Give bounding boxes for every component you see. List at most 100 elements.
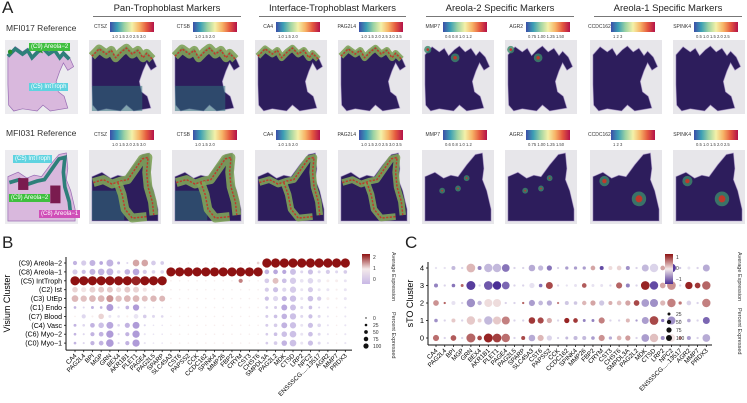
dot-mmp26-r7 (222, 324, 225, 327)
dot-pag2l2-r3 (272, 287, 279, 293)
dot-grn-r5 (106, 304, 114, 311)
dot-bex4-r8 (117, 333, 120, 336)
dot-prdx3-r7 (344, 324, 347, 327)
dot-enssscg.....13517-r6 (317, 314, 321, 318)
size-legend-tick: 100 (373, 344, 382, 350)
dot-spink4-r0 (213, 262, 216, 264)
dot-cck-r3 (196, 288, 198, 291)
dot-mmp7-r2 (335, 279, 339, 283)
dot-smpdl3a-r3 (264, 287, 269, 292)
dot-papss2-r6 (187, 315, 190, 318)
gene-tick-label: MMP7 (683, 347, 701, 365)
dot-page4-r3 (501, 316, 510, 325)
color-legend-tick: −1 (676, 277, 682, 283)
dot-mmp7-r7 (335, 324, 338, 327)
dot-fbp2-r3 (231, 288, 233, 291)
dot-ca4-r1 (72, 269, 78, 275)
dot-chst6-r3 (617, 319, 621, 322)
dot-mmp7-r5 (335, 306, 338, 309)
dot-mgp-r2 (96, 276, 106, 286)
dot-cck-r0 (196, 262, 198, 264)
spatial-map-spink4 (673, 150, 745, 224)
gene-tick-label: PAG2L5 (496, 347, 518, 369)
dot-spink4-r2 (213, 279, 216, 282)
dot-smpdl3a-r2 (264, 278, 270, 284)
dot-mdk-r0 (279, 258, 289, 268)
dot-ccdc162-r5 (204, 306, 207, 309)
dot-page4-r0 (501, 264, 510, 272)
dot-grn-r9 (106, 339, 114, 347)
dot-ccdc162-r4 (565, 336, 569, 340)
dot-crym-r1 (236, 267, 246, 277)
dot-mdk-r4 (281, 296, 287, 302)
dot-mdk-r0 (641, 264, 649, 272)
dot-bex4-r2 (114, 276, 124, 286)
dot-ccdc162-r1 (201, 267, 211, 277)
dot-agr2-r3 (687, 318, 691, 323)
dot-mdk-r9 (281, 340, 288, 346)
color-legend-tick: 2 (373, 255, 376, 261)
dot-slc45a3-r7 (170, 324, 172, 327)
dot-enssscg.....13517-r0 (314, 258, 324, 268)
dot-pag2l2-r4 (272, 296, 279, 302)
colorbar-ticks: 1.0 1.5 2.0 (195, 34, 215, 39)
dot-enssscg.....13517-r1 (678, 284, 682, 287)
dot-cck-r2 (556, 301, 560, 305)
dot-prdx3-r2 (343, 279, 347, 283)
dot-fbp2-r4 (591, 336, 595, 340)
dot-ccdc162-r4 (204, 297, 207, 300)
cluster-label: (C5) IntTroph (29, 83, 69, 91)
dot-cst3-r3 (248, 288, 251, 291)
y-axis-title: sTO Cluster (405, 280, 415, 328)
dot-slc45a3-r6 (170, 315, 172, 318)
dot-plet1-r9 (132, 339, 140, 347)
dot-ca4-r1 (433, 283, 439, 288)
dot-plet1-r0 (492, 263, 502, 273)
dot-mmp7-r9 (335, 342, 338, 344)
size-legend-title: Percent Expressed (390, 312, 396, 358)
panel-c-letter: C (405, 233, 418, 252)
dot-akr1b1-r7 (124, 322, 130, 328)
dot-fbp2-r2 (231, 279, 233, 282)
dot-agr2-r2 (686, 300, 692, 306)
dot-papss2-r4 (187, 297, 190, 300)
dot-spink4-r1 (574, 284, 577, 287)
dot-ctsd-r4 (649, 333, 659, 343)
dot-slc45a3-r3 (528, 317, 536, 324)
dot-fbp2-r7 (231, 324, 233, 327)
dot-papss2-r3 (546, 317, 552, 324)
dot-enssscg.....13517-r1 (317, 270, 321, 274)
panel-a-letter: A (2, 0, 14, 17)
dot-ca4-r3 (72, 286, 78, 293)
dot-mmp7-r6 (335, 315, 338, 318)
dot-ccdc162-r3 (564, 317, 570, 324)
dot-sparp-r5 (161, 306, 164, 309)
dot-agr2-r0 (323, 258, 333, 268)
dot-mmp7-r2 (696, 301, 699, 305)
dot-ccdc162-r2 (204, 279, 207, 282)
dot-ctsd-r6 (289, 313, 297, 320)
dot-sparp-r7 (161, 324, 164, 327)
dot-smpdl3a-r9 (265, 341, 269, 345)
dot-page4-r6 (142, 314, 147, 319)
dot-fbp2-r3 (591, 319, 595, 322)
dot-bpi-r8 (90, 332, 95, 337)
cluster-label: (C8) Areola−1 (39, 210, 81, 218)
spatial-map-ctsb (172, 40, 244, 114)
dot-prdx3-r3 (343, 288, 347, 292)
dot-page4-r3 (142, 287, 147, 292)
gene-tick-label: MDK (273, 352, 288, 367)
marker-gene-label: CCDC162 (588, 24, 611, 30)
dot-crym-r6 (239, 315, 242, 318)
dot-mdk-r1 (282, 269, 287, 275)
dot-ccdc162-r3 (204, 288, 207, 291)
dot-lrp2-r2 (299, 278, 304, 283)
dot-sparp-r2 (157, 276, 167, 286)
color-legend-tick: 1 (676, 255, 679, 261)
dot-page4-r7 (143, 324, 146, 327)
size-legend-dot (666, 319, 672, 325)
gene-tick-label: SMPDL3A (606, 347, 632, 373)
dot-plet1-r5 (132, 304, 140, 311)
dot-lrp2-r3 (300, 288, 304, 292)
marker-gene-label: CA4 (263, 132, 273, 138)
